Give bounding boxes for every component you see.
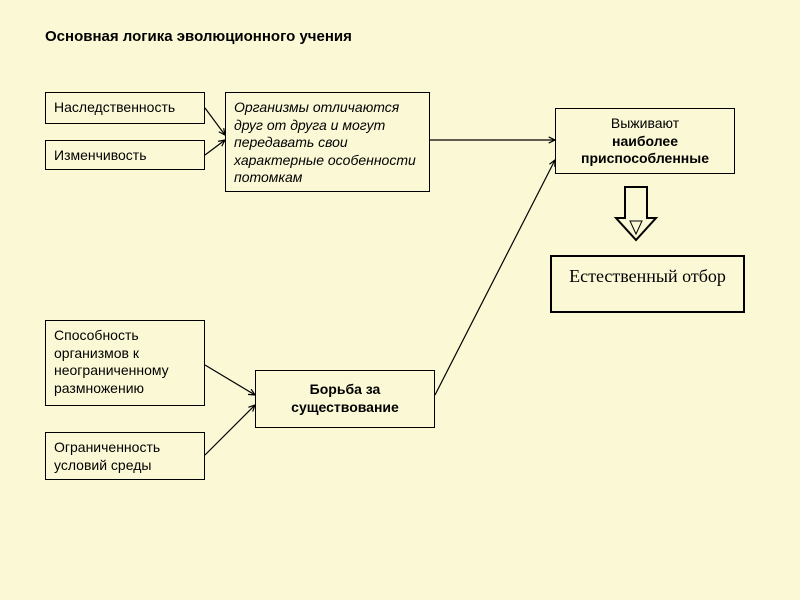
diagram-title: Основная логика эволюционного учения [45,28,352,45]
node-natural-selection: Естественный отбор [550,255,745,313]
node-variability: Изменчивость [45,140,205,170]
node-organisms-differ-label: Организмы отличаются друг от друга и мог… [234,99,416,185]
node-env-limits: Ограниченность условий среды [45,432,205,480]
node-survive-fittest-pre: Выживают [611,115,679,131]
node-survive-fittest: Выживают наиболее приспособленные [555,108,735,174]
node-struggle-bold: существование [291,399,399,415]
node-struggle-pre: Борьба за [310,381,381,397]
node-variability-label: Изменчивость [54,147,147,163]
node-survive-fittest-bold: наиболее приспособленные [581,133,709,167]
node-heredity-label: Наследственность [54,99,175,115]
node-organisms-differ: Организмы отличаются друг от друга и мог… [225,92,430,192]
node-heredity: Наследственность [45,92,205,124]
node-natural-selection-label: Естественный отбор [569,266,726,286]
node-struggle: Борьба за существование [255,370,435,428]
node-reproduce-unlimited: Способность организмов к неограниченному… [45,320,205,406]
node-reproduce-unlimited-label: Способность организмов к неограниченному… [54,327,169,396]
node-env-limits-label: Ограниченность условий среды [54,439,160,473]
